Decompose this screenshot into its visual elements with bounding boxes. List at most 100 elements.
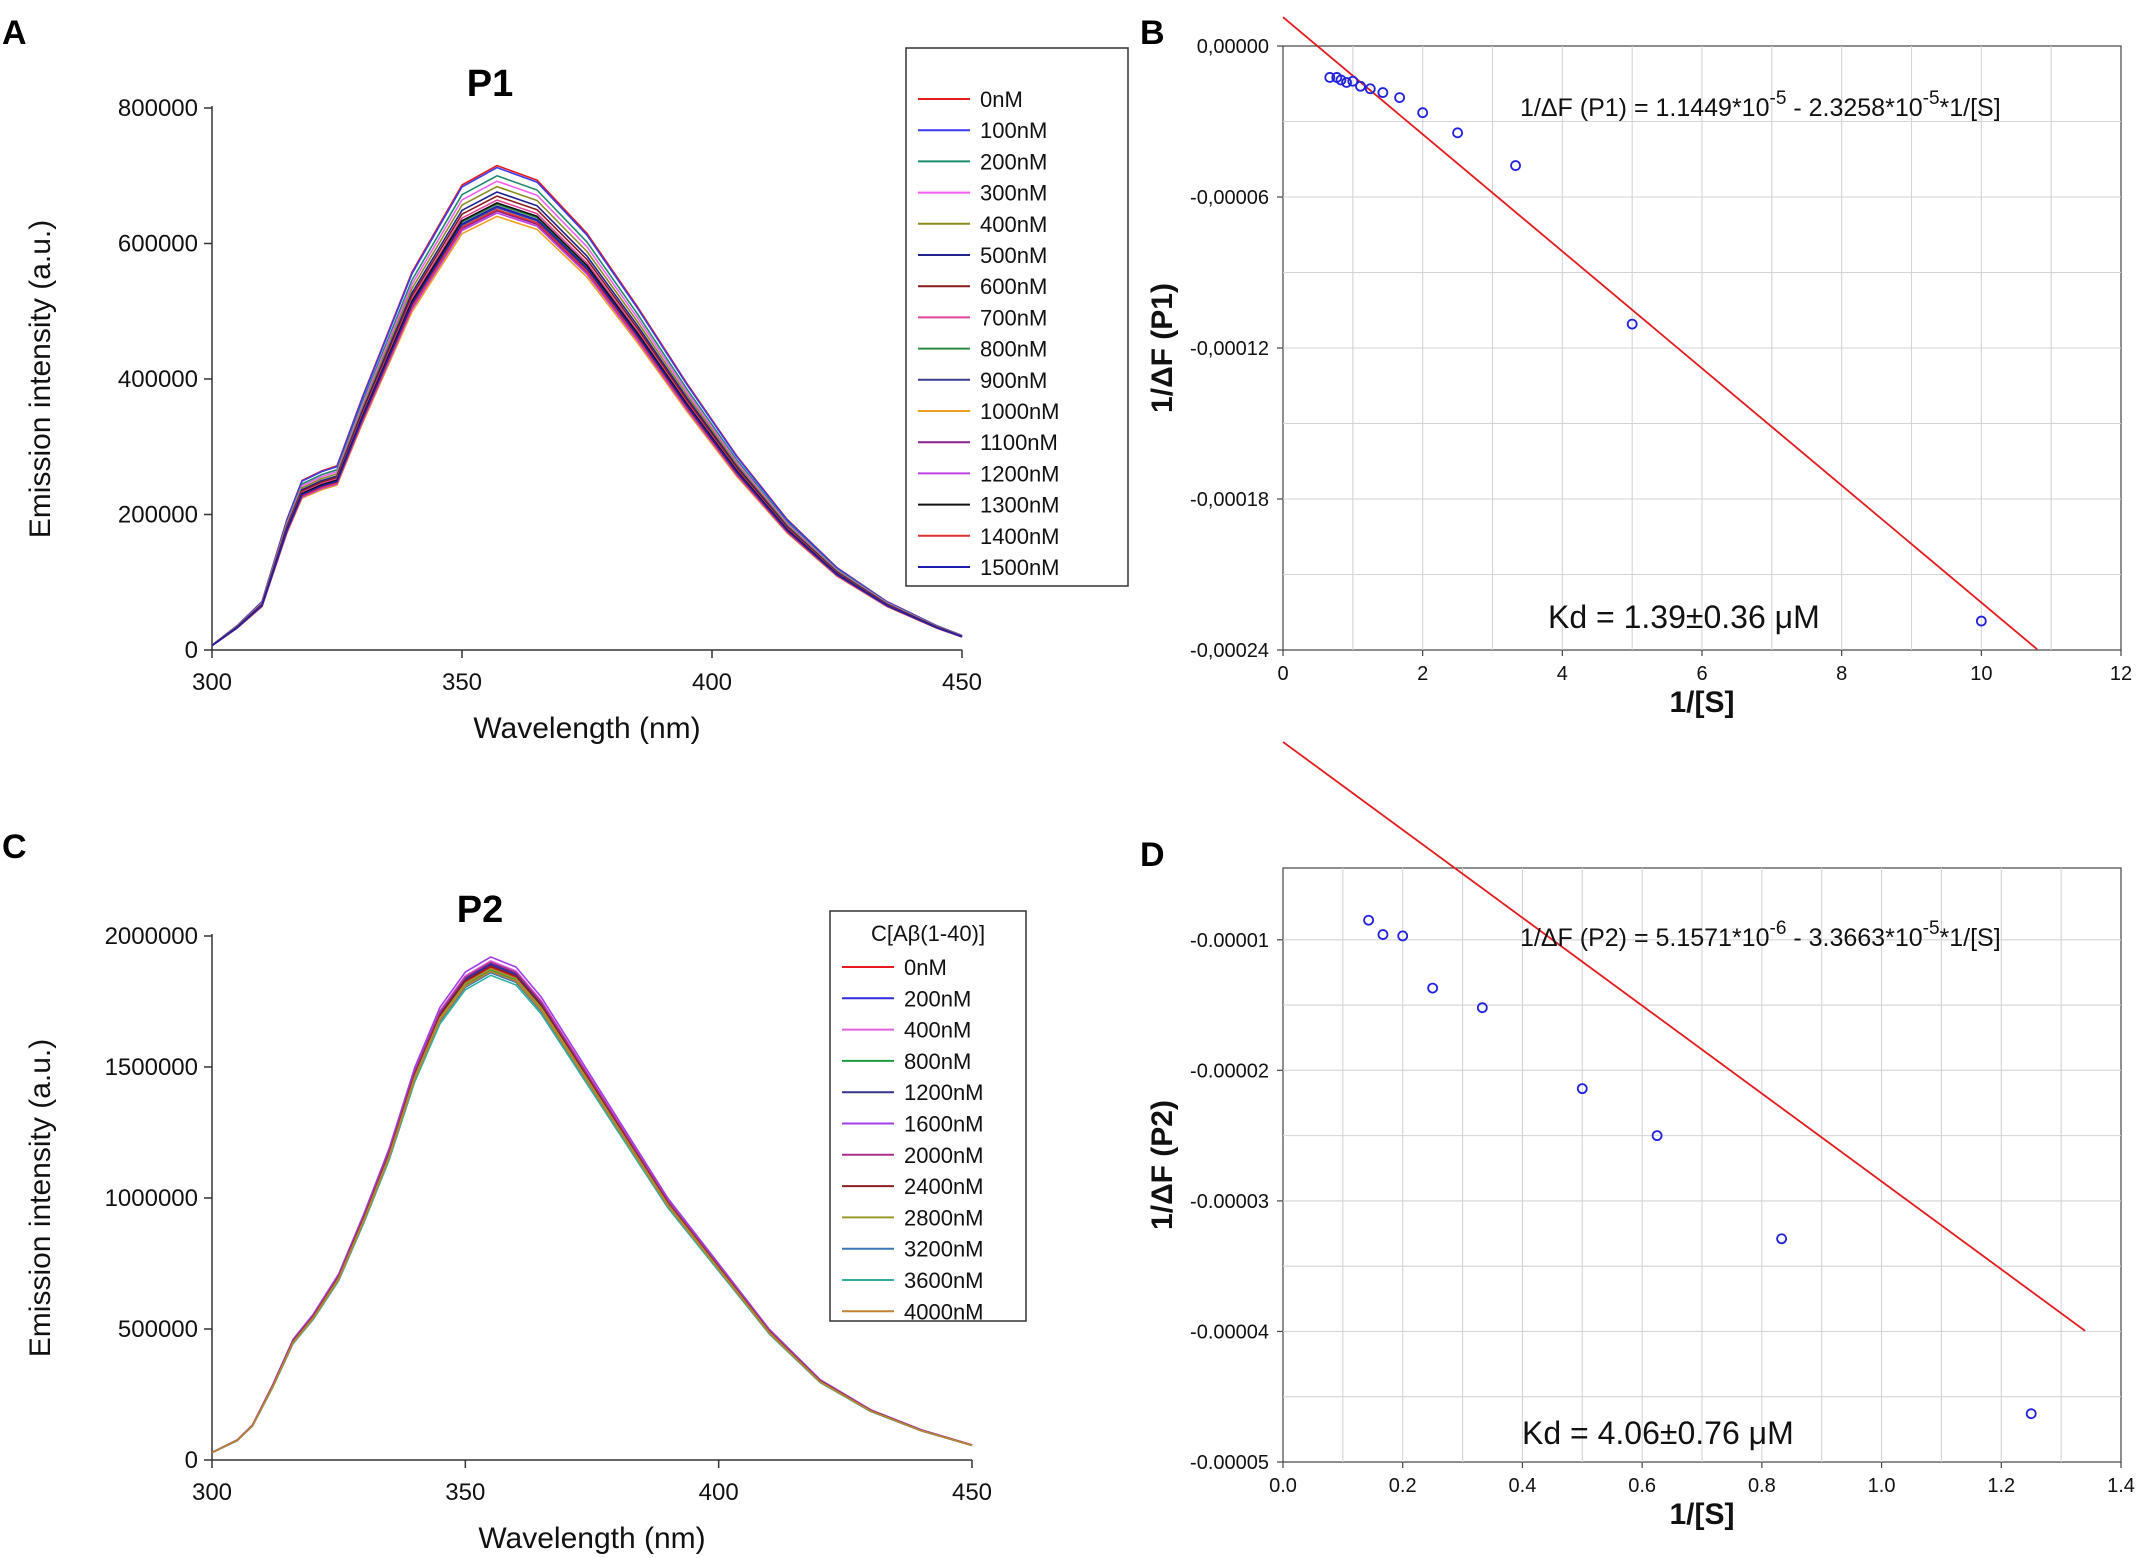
data-point [1347, 75, 1359, 87]
data-points [1363, 914, 2037, 1420]
equation-exponent: -5 [1923, 88, 1940, 109]
x-tick-label: 350 [445, 1479, 485, 1506]
y-tick-label: 1500000 [105, 1054, 198, 1081]
x-tick-label: 0.4 [1509, 1475, 1537, 1497]
data-point [1975, 615, 1987, 627]
legend-label-1500nM: 1500nM [980, 555, 1060, 580]
legend: C[Aβ(1-40)] 0nM 200nM 400nM 800nM 1200nM 1600n… [829, 910, 1027, 1324]
data-point [1651, 1130, 1663, 1142]
x-tick-label: 8 [1836, 663, 1847, 685]
equation-text: *1/[S] [1940, 94, 2001, 122]
y-tick-label: 0 [185, 637, 198, 664]
legend-label-1100nM: 1100nM [980, 430, 1058, 455]
panel-letter-d: D [1140, 836, 1165, 874]
x-tick-label: 1.4 [2107, 1475, 2135, 1497]
x-axis-title: 1/[S] [1669, 1498, 1734, 1531]
legend-label-1200nM: 1200nM [980, 461, 1060, 486]
x-tick-label: 12 [2110, 663, 2132, 685]
legend-label-1400nM: 1400nM [980, 524, 1060, 549]
equation-text: - 3.3663*10 [1786, 924, 1922, 952]
chart-title: P1 [467, 63, 513, 105]
x-tick-label: 1.0 [1868, 1475, 1896, 1497]
data-point [1427, 982, 1439, 994]
x-tick-label: 350 [442, 669, 482, 696]
y-tick-label: -0.00002 [1190, 1060, 1269, 1082]
y-tick-label: 0 [185, 1447, 198, 1474]
y-tick-label: 400000 [118, 366, 198, 393]
legend-label-900nM: 900nM [980, 368, 1047, 393]
y-tick-label: -0,00012 [1190, 338, 1269, 360]
x-tick-label: 0.0 [1269, 1475, 1297, 1497]
x-axis-title: Wavelength (nm) [478, 1522, 705, 1555]
data-point [1397, 930, 1409, 942]
data-point [1363, 914, 1374, 926]
data-point [1364, 83, 1376, 95]
series-line-1500nM [211, 205, 963, 647]
data-point [1324, 72, 1336, 83]
x-tick-label: 400 [692, 669, 732, 696]
x-tick-label: 6 [1696, 663, 1707, 685]
y-axis-title: Emission intensity (a.u.) [24, 220, 57, 538]
y-tick-label: 600000 [118, 231, 198, 258]
y-tick-label: -0.00004 [1190, 1321, 1269, 1343]
legend-label-400nM: 400nM [980, 212, 1047, 237]
legend-label-1000nM: 1000nM [980, 399, 1060, 424]
x-tick-label: 0 [1277, 663, 1288, 685]
equation-exponent: -5 [1770, 88, 1787, 109]
data-point [1341, 77, 1352, 88]
x-tick-label: 0.6 [1628, 1475, 1656, 1497]
y-tick-label: -0,00006 [1190, 187, 1269, 209]
y-tick-label: -0.00001 [1190, 930, 1269, 952]
legend-label-700nM: 700nM [980, 305, 1047, 330]
kd-value: Kd = 4.06±0.76 μM [1522, 1415, 1794, 1451]
legend-title: C[Aβ(1-40)] [871, 921, 985, 946]
gridlines [1283, 46, 2121, 650]
data-point [1452, 127, 1463, 139]
x-tick-label: 10 [1970, 663, 1992, 685]
legend-label-500nM: 500nM [980, 243, 1047, 268]
legend-label-0nM: 0nM [904, 955, 947, 980]
panel-a: A 300 350 400 450 0 200000 400000 600000 800000 P1… [2, 14, 1129, 745]
x-axis-title: Wavelength (nm) [473, 712, 700, 745]
fit-equation: 1/ΔF (P2) = 5.1571*10-6 - 3.3663*10-5*1/… [1520, 918, 2001, 952]
legend-label-0nM: 0nM [980, 87, 1023, 112]
equation-text: - 2.3258*10 [1786, 94, 1922, 122]
legend: 0nM 100nM 200nM 300nM 400nM 500nM 600nM 700nM 80… [905, 47, 1129, 587]
y-tick-label: 2000000 [105, 923, 198, 950]
legend-label-2400nM: 2400nM [904, 1174, 984, 1199]
y-tick-label: 800000 [118, 95, 198, 122]
y-tick-label: 200000 [118, 502, 198, 529]
legend-label-2800nM: 2800nM [904, 1205, 984, 1230]
equation-text: *1/[S] [1940, 924, 2001, 952]
legend-label-4000nM: 4000nM [904, 1299, 984, 1324]
data-point [1626, 318, 1638, 330]
equation-text: 1/ΔF (P2) = 5.1571*10 [1520, 924, 1770, 952]
data-point [1576, 1083, 1588, 1095]
legend-label-1600nM: 1600nM [904, 1112, 984, 1137]
y-axis-title: 1/ΔF (P1) [1146, 283, 1179, 413]
legend-label-600nM: 600nM [980, 274, 1047, 299]
series-line-4000nM [211, 970, 973, 1454]
y-tick-label: 0,00000 [1197, 36, 1269, 58]
y-tick-label: -0.00003 [1190, 1191, 1269, 1213]
kd-value: Kd = 1.39±0.36 μM [1548, 599, 1820, 635]
x-tick-label: 2 [1417, 663, 1428, 685]
gridlines [1283, 868, 2121, 1462]
panel-letter-c: C [2, 828, 27, 866]
data-point [1355, 80, 1366, 92]
legend-label-300nM: 300nM [980, 181, 1047, 206]
y-tick-label: -0,00024 [1190, 640, 1269, 662]
x-tick-label: 400 [699, 1479, 739, 1506]
series-line-100nM [211, 166, 963, 646]
data-point [1377, 87, 1389, 98]
series-line-0nM [211, 164, 963, 646]
equation-exponent: -5 [1923, 918, 1940, 939]
legend-label-800nM: 800nM [904, 1049, 971, 1074]
series-curves [211, 164, 963, 647]
data-point [1335, 74, 1347, 86]
series-curves [211, 956, 973, 1454]
y-axis-title: Emission intensity (a.u.) [24, 1039, 57, 1357]
x-tick-label: 0.2 [1389, 1475, 1417, 1497]
fit-line [1282, 741, 2086, 1332]
